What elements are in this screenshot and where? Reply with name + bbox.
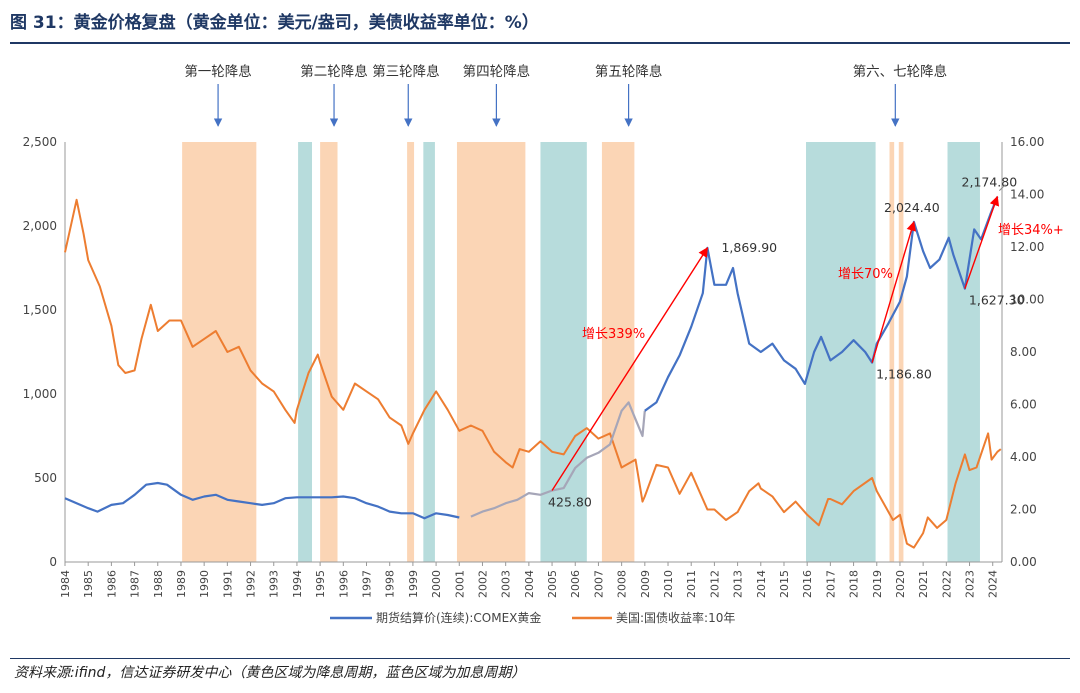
x-tick-label: 2010 — [662, 570, 675, 598]
x-tick-label: 1984 — [59, 570, 72, 598]
left-tick-label: 2,000 — [23, 219, 57, 233]
x-tick-label: 1996 — [337, 570, 350, 598]
x-tick-label: 2011 — [685, 570, 698, 598]
period-label: 第六、七轮降息 — [853, 63, 948, 80]
right-tick-label: 14.00 — [1010, 188, 1044, 202]
gold-series-line-faded — [470, 401, 646, 518]
rate-hike-band — [423, 142, 435, 562]
source-note: 资料来源:ifind，信达证券研发中心（黄色区域为降息周期，蓝色区域为加息周期） — [14, 665, 526, 681]
x-tick-label: 1997 — [361, 570, 374, 598]
period-label: 第四轮降息 — [463, 63, 531, 80]
x-tick-label: 2001 — [453, 570, 466, 598]
rate-cut-band — [456, 142, 526, 562]
x-tick-label: 2007 — [592, 570, 605, 598]
x-tick-label: 2018 — [848, 570, 861, 598]
gold-series-line — [644, 196, 999, 412]
x-tick-label: 1985 — [82, 570, 95, 598]
gold-price-chart: 0 500 1,000 1,500 2,000 2,500 0.00 2.00 4.00 6.00… — [23, 63, 1064, 625]
x-tick-label: 2020 — [894, 570, 907, 598]
rate-cut-band — [320, 142, 338, 562]
x-tick-label: 1994 — [291, 570, 304, 598]
rate-cut-band — [898, 142, 904, 562]
growth-arrow — [964, 195, 1000, 289]
rate-cut-band — [182, 142, 257, 562]
x-tick-label: 2006 — [569, 570, 582, 598]
x-tick-label: 2005 — [546, 570, 559, 598]
rate-cut-band — [889, 142, 895, 562]
x-tick-label: 1988 — [152, 570, 165, 598]
period-label: 第三轮降息 — [372, 63, 440, 80]
growth-arrow — [871, 220, 917, 363]
x-tick-label: 2019 — [871, 570, 884, 598]
x-tick-label: 1995 — [314, 570, 327, 598]
left-tick-label: 2,500 — [23, 135, 57, 149]
right-tick-label: 4.00 — [1010, 450, 1037, 464]
value-label: 1,869.90 — [721, 240, 777, 255]
growth-label: 增长339% — [582, 327, 645, 342]
left-tick-label: 1,500 — [23, 303, 57, 317]
x-tick-label: 2013 — [732, 570, 745, 598]
growth-label: 增长34%+ — [998, 223, 1064, 238]
x-tick-label: 1999 — [407, 570, 420, 598]
figure-title: 图 31：黄金价格复盘（黄金单位：美元/盎司，美债收益率单位：%） — [10, 13, 539, 33]
x-tick-label: 2017 — [824, 570, 837, 598]
title-rule — [10, 42, 1070, 44]
source-rule — [10, 658, 1070, 659]
period-label: 第一轮降息 — [184, 63, 252, 80]
x-tick-label: 2023 — [964, 570, 977, 598]
left-tick-label: 0 — [49, 555, 57, 569]
period-label: 第二轮降息 — [300, 63, 368, 80]
value-label: 2,174.80 — [962, 175, 1018, 190]
x-tick-label: 1986 — [105, 570, 118, 598]
value-label: 1,186.80 — [876, 367, 932, 382]
x-tick-label: 2000 — [430, 570, 443, 598]
right-tick-label: 8.00 — [1010, 345, 1037, 359]
growth-label: 增长70% — [838, 267, 893, 282]
x-tick-label: 1987 — [129, 570, 142, 598]
right-tick-label: 0.00 — [1010, 555, 1037, 569]
rate-cut-band — [601, 142, 635, 562]
right-tick-label: 16.00 — [1010, 135, 1044, 149]
x-tick-label: 2015 — [778, 570, 791, 598]
right-tick-label: 10.00 — [1010, 293, 1044, 307]
gold-series-line — [64, 481, 460, 520]
value-label-leader — [999, 184, 1006, 191]
x-tick-label: 2022 — [940, 570, 953, 598]
x-tick-label: 2008 — [616, 570, 629, 598]
x-tick-label: 2021 — [917, 570, 930, 598]
x-tick-label: 2012 — [708, 570, 721, 598]
rate-cut-band — [407, 142, 415, 562]
legend-label-gold: 期货结算价(连续):COMEX黄金 — [376, 610, 541, 625]
legend-label-yield: 美国:国债收益率:10年 — [616, 610, 735, 625]
right-tick-label: 6.00 — [1010, 398, 1037, 412]
value-label: 1,627.30 — [969, 293, 1025, 308]
x-tick-label: 1993 — [268, 570, 281, 598]
x-tick-label: 1989 — [175, 570, 188, 598]
value-label: 2,024.40 — [884, 200, 940, 215]
x-tick-label: 2002 — [476, 570, 489, 598]
x-tick-label: 1998 — [384, 570, 397, 598]
rate-hike-band — [298, 142, 313, 562]
left-tick-label: 1,000 — [23, 387, 57, 401]
growth-arrow — [551, 247, 709, 491]
yield-series-line — [64, 198, 1002, 549]
x-tick-label: 2009 — [639, 570, 652, 598]
right-tick-label: 12.00 — [1010, 240, 1044, 254]
x-tick-label: 2014 — [755, 570, 768, 598]
x-tick-label: 2004 — [523, 570, 536, 598]
x-tick-label: 2016 — [801, 570, 814, 598]
period-label: 第五轮降息 — [595, 63, 663, 80]
left-tick-label: 500 — [34, 471, 57, 485]
x-tick-label: 1991 — [221, 570, 234, 598]
x-tick-label: 2024 — [987, 570, 1000, 598]
x-tick-label: 1990 — [198, 570, 211, 598]
right-tick-label: 2.00 — [1010, 503, 1037, 517]
x-tick-label: 1992 — [245, 570, 258, 598]
x-tick-label: 2003 — [500, 570, 513, 598]
value-label: 425.80 — [548, 494, 592, 509]
